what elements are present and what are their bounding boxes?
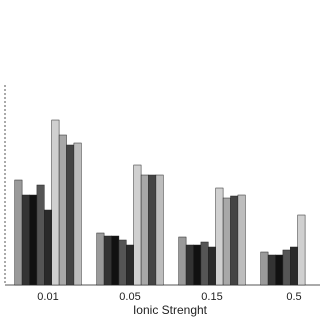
bar [200, 241, 209, 286]
bar [155, 174, 164, 286]
bar [44, 209, 52, 286]
bar [51, 119, 60, 286]
bar [148, 174, 157, 286]
bar [215, 187, 224, 286]
bar [297, 214, 306, 286]
bar [29, 194, 38, 286]
bar [222, 197, 231, 286]
bar [230, 195, 239, 286]
x-tick-label: 0.5 [286, 291, 301, 303]
bar [96, 232, 105, 286]
bar [237, 194, 246, 286]
bar [260, 251, 269, 286]
bar [208, 246, 216, 286]
x-tick-label: 0.01 [37, 291, 58, 303]
bar [111, 235, 120, 286]
bar [133, 164, 142, 286]
bar [290, 246, 298, 286]
bar [118, 239, 127, 286]
bar [58, 134, 67, 286]
bar [21, 194, 30, 286]
bar [103, 235, 112, 286]
bar [185, 244, 194, 286]
bar [140, 174, 149, 286]
bar [193, 244, 202, 286]
bar [36, 184, 45, 286]
bar [282, 249, 291, 286]
x-axis-label: Ionic Strenght [133, 303, 208, 317]
bar [126, 244, 134, 286]
x-tick-label: 0.15 [201, 291, 222, 303]
bar [178, 236, 187, 286]
x-tick-label: 0.05 [119, 291, 140, 303]
bar [66, 144, 75, 286]
bar [73, 142, 82, 286]
bar [267, 254, 276, 286]
bar [275, 254, 284, 286]
bar [14, 179, 23, 286]
